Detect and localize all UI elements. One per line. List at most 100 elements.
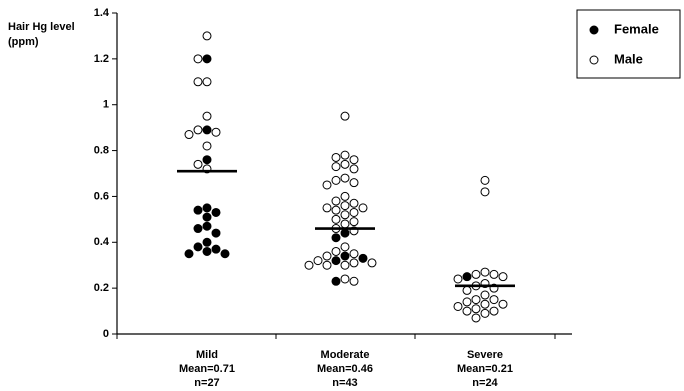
data-point — [331, 152, 341, 162]
data-point — [193, 159, 203, 169]
data-point — [349, 178, 359, 188]
data-point — [202, 212, 212, 222]
data-point — [202, 77, 212, 87]
data-point — [340, 159, 350, 169]
data-point — [211, 127, 221, 137]
mean-label: Mean=0.71 — [179, 363, 235, 375]
data-point — [193, 242, 203, 252]
data-point — [489, 269, 499, 279]
y-axis-label: Hair Hg level — [8, 21, 75, 33]
data-point — [202, 54, 212, 64]
data-point — [331, 205, 341, 215]
data-point — [340, 111, 350, 121]
data-point — [331, 246, 341, 256]
data-point — [331, 276, 341, 286]
y-tick-label: 0.8 — [94, 144, 109, 156]
data-point — [471, 269, 481, 279]
data-point — [322, 180, 332, 190]
legend-marker — [589, 25, 599, 35]
data-point — [462, 297, 472, 307]
mean-label: Mean=0.21 — [457, 363, 513, 375]
data-point — [304, 260, 314, 270]
y-tick-label: 1 — [103, 99, 109, 111]
y-tick-label: 1.2 — [94, 53, 109, 65]
data-point — [322, 251, 332, 261]
data-point — [349, 249, 359, 259]
data-point — [331, 214, 341, 224]
data-point — [331, 256, 341, 266]
data-point — [202, 237, 212, 247]
data-point — [340, 210, 350, 220]
data-point — [453, 301, 463, 311]
data-point — [340, 219, 350, 229]
data-point — [202, 246, 212, 256]
data-point — [453, 274, 463, 284]
data-point — [349, 164, 359, 174]
y-tick-label: 0 — [103, 328, 109, 340]
data-point — [340, 191, 350, 201]
data-point — [202, 203, 212, 213]
data-point — [340, 260, 350, 270]
x-tick-label: Severe — [467, 349, 503, 361]
data-point — [480, 299, 490, 309]
data-point — [340, 173, 350, 183]
data-point — [480, 187, 490, 197]
data-point — [340, 150, 350, 160]
data-point — [471, 295, 481, 305]
data-point — [220, 249, 230, 259]
data-point — [462, 272, 472, 282]
data-point — [211, 228, 221, 238]
data-point — [471, 304, 481, 314]
data-point — [202, 141, 212, 151]
data-point — [480, 175, 490, 185]
legend-label: Female — [614, 21, 659, 36]
data-point — [340, 274, 350, 284]
y-axis-label: (ppm) — [8, 36, 39, 48]
data-point — [202, 125, 212, 135]
data-point — [349, 198, 359, 208]
data-point — [211, 207, 221, 217]
data-point — [349, 207, 359, 217]
data-point — [340, 201, 350, 211]
data-point — [340, 242, 350, 252]
data-point — [193, 224, 203, 234]
data-point — [480, 267, 490, 277]
data-point — [202, 221, 212, 231]
y-tick-label: 1.4 — [94, 7, 110, 19]
count-label: n=24 — [472, 377, 498, 389]
data-point — [331, 233, 341, 243]
data-point — [184, 130, 194, 140]
data-point — [340, 228, 350, 238]
data-point — [358, 253, 368, 263]
data-point — [349, 276, 359, 286]
data-point — [340, 251, 350, 261]
data-point — [498, 299, 508, 309]
data-point — [489, 295, 499, 305]
data-point — [367, 258, 377, 268]
data-point — [322, 203, 332, 213]
data-point — [193, 54, 203, 64]
count-label: n=43 — [332, 377, 357, 389]
data-point — [184, 249, 194, 259]
y-tick-label: 0.2 — [94, 282, 109, 294]
data-point — [331, 162, 341, 172]
x-tick-label: Mild — [196, 349, 218, 361]
data-point — [211, 244, 221, 254]
legend-label: Male — [614, 51, 643, 66]
data-point — [489, 306, 499, 316]
count-label: n=27 — [194, 377, 219, 389]
data-point — [349, 258, 359, 268]
data-point — [193, 205, 203, 215]
y-tick-label: 0.6 — [94, 190, 109, 202]
data-point — [462, 306, 472, 316]
mean-label: Mean=0.46 — [317, 363, 373, 375]
y-tick-label: 0.4 — [94, 236, 110, 248]
data-point — [498, 272, 508, 282]
data-point — [480, 290, 490, 300]
data-point — [349, 217, 359, 227]
data-point — [193, 125, 203, 135]
legend-box — [576, 9, 681, 79]
data-point — [313, 256, 323, 266]
data-point — [202, 31, 212, 41]
